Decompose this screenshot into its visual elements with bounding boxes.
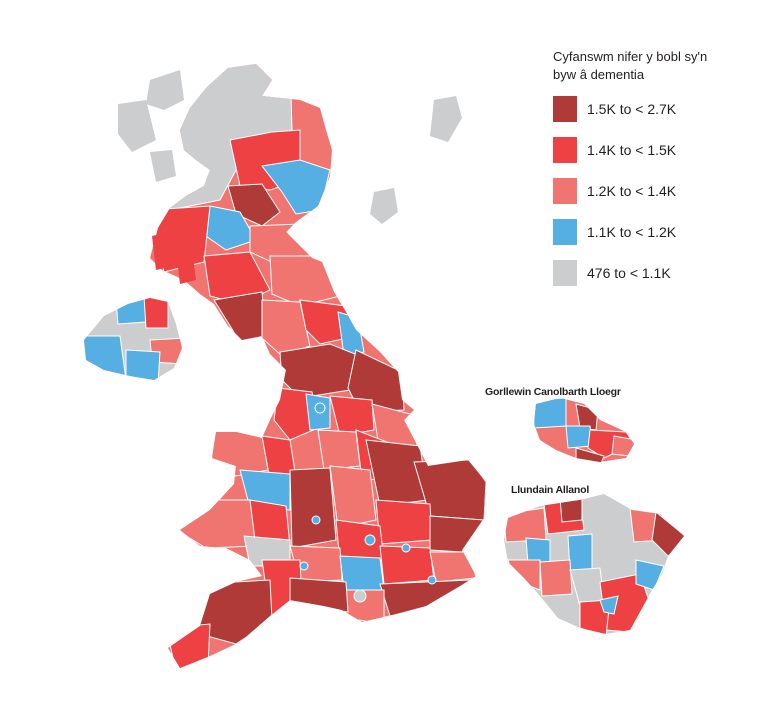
great-britain-map [118,64,486,668]
legend-swatch [553,178,577,204]
legend-swatch [553,96,577,122]
west-midlands-inset [534,398,634,462]
legend-item: 1.2K to < 1.4K [553,178,753,204]
west-midlands-inset-title: Gorllewin Canolbarth Lloegr [485,386,621,398]
legend-swatch [553,260,577,286]
legend-label: 1.2K to < 1.4K [587,183,677,199]
outer-london-inset [504,494,684,634]
legend-swatch [553,137,577,163]
legend-label: 1.1K to < 1.2K [587,224,677,240]
legend-label: 476 to < 1.1K [587,265,671,281]
legend-item: 1.1K to < 1.2K [553,219,753,245]
legend-item: 1.5K to < 2.7K [553,96,753,122]
map-legend: Cyfanswm nifer y bobl sy'n byw â dementi… [553,48,753,301]
legend-label: 1.4K to < 1.5K [587,142,677,158]
outer-london-inset-title: Llundain Allanol [511,484,590,496]
legend-title-line-1: Cyfanswm nifer y bobl sy'n [553,49,708,64]
northern-ireland-map [84,298,182,380]
legend-title: Cyfanswm nifer y bobl sy'n byw â dementi… [553,48,753,84]
legend-label: 1.5K to < 2.7K [587,101,677,117]
legend-swatch [553,219,577,245]
legend-item: 1.4K to < 1.5K [553,137,753,163]
legend-item: 476 to < 1.1K [553,260,753,286]
legend-title-line-2: byw â dementia [553,67,645,82]
